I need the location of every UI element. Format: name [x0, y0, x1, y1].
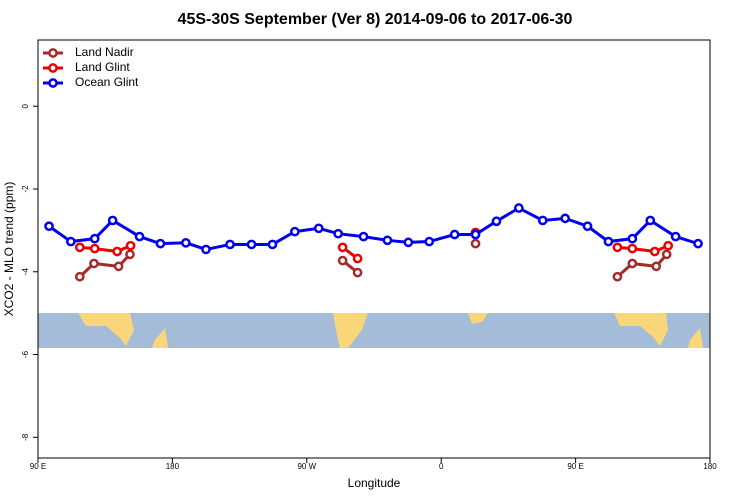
point — [382, 235, 393, 246]
point — [627, 233, 638, 244]
x-tick-label: 0 — [439, 462, 444, 471]
legend-label: Ocean Glint — [75, 75, 139, 89]
x-axis-label: Longitude — [348, 476, 401, 490]
point — [337, 255, 348, 266]
point — [582, 221, 593, 232]
point — [125, 249, 135, 260]
point — [89, 258, 99, 269]
land — [78, 313, 134, 346]
point — [627, 243, 638, 254]
point — [201, 244, 211, 255]
series-line — [79, 244, 132, 254]
series-line — [617, 244, 669, 254]
y-tick-label: -4 — [21, 268, 30, 276]
point — [89, 233, 100, 244]
y-tick-label: -6 — [21, 350, 30, 358]
chart-title: 45S-30S September (Ver 8) 2014-09-06 to … — [178, 11, 573, 28]
y-axis-label: XCO2 - MLO trend (ppm) — [2, 182, 16, 317]
x-tick-label: 180 — [703, 462, 717, 471]
x-tick-label: 180 — [166, 462, 180, 471]
legend-marker — [48, 48, 58, 58]
point — [514, 203, 524, 213]
point — [180, 237, 191, 248]
point — [134, 231, 145, 242]
land — [688, 328, 703, 348]
land — [614, 313, 668, 346]
plot-frame — [37, 39, 711, 459]
series-line — [48, 206, 699, 251]
legend-label: Land Nadir — [75, 45, 134, 59]
point — [112, 246, 122, 257]
land — [152, 328, 168, 348]
x-tick-label: 90 E — [567, 462, 583, 471]
land — [468, 313, 488, 324]
point — [107, 215, 118, 226]
point — [352, 267, 363, 278]
point — [333, 228, 344, 239]
series-line — [78, 253, 132, 278]
point — [670, 231, 681, 242]
point — [491, 216, 502, 227]
point — [649, 246, 660, 257]
point — [424, 236, 435, 247]
point — [403, 237, 414, 248]
series-line — [616, 253, 668, 278]
point — [225, 239, 235, 250]
point — [352, 253, 363, 264]
point — [537, 215, 548, 226]
point — [267, 239, 278, 250]
legend-marker — [48, 63, 58, 73]
point — [627, 258, 638, 269]
x-tick-label: 90 E — [30, 462, 46, 471]
point — [645, 215, 656, 226]
y-tick-label: 0 — [21, 103, 30, 108]
point — [290, 226, 300, 237]
y-tick-label: -8 — [21, 433, 30, 441]
point — [74, 242, 85, 253]
legend-marker — [48, 78, 58, 88]
point — [612, 271, 623, 282]
point — [663, 240, 674, 251]
point — [74, 271, 85, 282]
point — [693, 238, 703, 249]
point — [113, 261, 124, 272]
point — [246, 239, 257, 250]
point — [612, 242, 623, 253]
land — [333, 313, 368, 348]
point — [470, 229, 481, 240]
point — [651, 261, 662, 272]
x-tick-label: 90 W — [297, 462, 316, 471]
point — [470, 238, 481, 249]
point — [603, 236, 614, 247]
point — [358, 231, 369, 242]
ocean-band — [38, 313, 710, 348]
point — [66, 236, 76, 247]
point — [661, 249, 672, 260]
map-strip — [38, 313, 710, 348]
point — [449, 229, 460, 240]
point — [125, 240, 136, 251]
point — [560, 213, 570, 224]
point — [313, 223, 324, 234]
y-tick-label: -2 — [21, 185, 30, 193]
point — [155, 238, 166, 249]
point — [44, 221, 54, 232]
point — [337, 242, 348, 253]
legend-label: Land Glint — [75, 60, 130, 74]
point — [89, 243, 100, 254]
